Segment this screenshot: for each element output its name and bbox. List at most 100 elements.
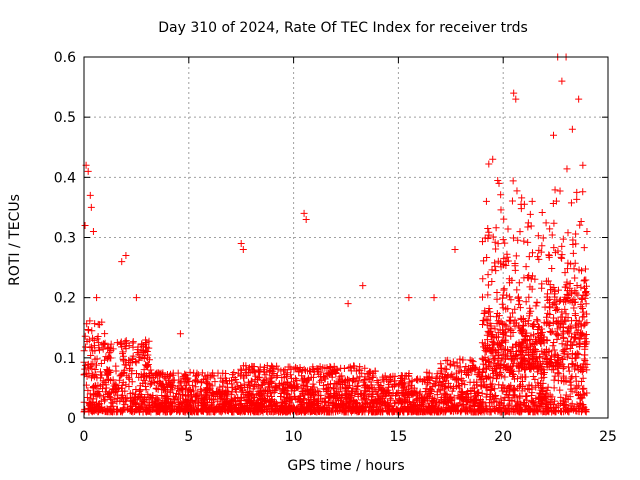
data-point xyxy=(576,331,584,339)
data-point xyxy=(93,294,101,302)
data-point xyxy=(404,390,412,398)
data-point xyxy=(566,284,574,292)
data-point xyxy=(527,391,535,399)
data-point xyxy=(577,283,585,291)
data-point xyxy=(129,352,137,360)
data-point xyxy=(568,125,576,133)
data-point xyxy=(410,398,418,406)
data-point xyxy=(577,322,585,330)
data-point xyxy=(504,345,512,353)
data-point xyxy=(481,357,489,364)
data-point xyxy=(112,387,120,395)
data-point xyxy=(324,408,332,416)
data-point xyxy=(579,305,587,313)
data-point xyxy=(493,320,501,328)
data-point xyxy=(102,384,110,392)
data-point xyxy=(507,347,515,355)
data-point xyxy=(120,366,128,374)
data-point xyxy=(522,403,530,411)
y-tick-label: 0 xyxy=(67,411,76,427)
data-point xyxy=(118,258,126,266)
data-point xyxy=(531,375,539,383)
data-point xyxy=(354,382,362,390)
data-point xyxy=(506,317,514,325)
data-point xyxy=(522,298,530,306)
data-point xyxy=(499,304,507,312)
data-point xyxy=(518,354,526,362)
data-point xyxy=(562,310,570,318)
data-point xyxy=(387,396,395,404)
data-point xyxy=(198,394,206,402)
data-point xyxy=(556,399,564,407)
data-point xyxy=(562,345,570,353)
data-point xyxy=(341,384,349,392)
data-point xyxy=(444,356,452,364)
data-point xyxy=(83,372,91,380)
data-point xyxy=(564,314,572,322)
data-point xyxy=(497,206,505,214)
data-point xyxy=(316,363,324,371)
data-point xyxy=(445,395,453,403)
data-point xyxy=(490,341,498,349)
data-point xyxy=(567,374,575,382)
data-point xyxy=(447,360,455,368)
data-point xyxy=(178,404,186,412)
data-point xyxy=(499,331,507,339)
data-point xyxy=(91,365,99,373)
data-point xyxy=(264,387,272,395)
data-point xyxy=(442,391,450,399)
x-tick-label: 5 xyxy=(184,429,193,445)
data-point xyxy=(516,408,524,416)
data-point xyxy=(583,389,591,397)
data-point xyxy=(550,339,558,347)
data-point xyxy=(232,388,240,396)
data-point xyxy=(546,225,554,233)
data-point xyxy=(191,393,199,401)
data-point xyxy=(258,390,266,398)
data-point xyxy=(577,217,585,225)
data-point xyxy=(222,370,230,378)
data-point xyxy=(499,294,507,302)
data-point xyxy=(581,340,589,348)
data-point xyxy=(488,266,496,274)
data-point xyxy=(333,403,341,411)
data-point xyxy=(369,398,377,406)
data-point xyxy=(489,155,497,163)
data-point xyxy=(446,405,454,413)
data-point xyxy=(154,371,162,379)
data-point xyxy=(296,403,304,411)
data-point xyxy=(170,376,178,384)
data-point xyxy=(300,365,308,373)
data-point xyxy=(440,398,448,406)
data-point xyxy=(581,335,589,343)
data-point xyxy=(500,384,508,392)
data-point xyxy=(321,394,329,402)
data-point xyxy=(121,400,129,408)
data-point xyxy=(537,399,545,407)
data-point xyxy=(202,375,210,383)
data-point xyxy=(567,381,575,389)
data-point xyxy=(467,396,475,404)
data-point xyxy=(286,406,294,414)
data-point xyxy=(527,222,535,230)
data-point xyxy=(394,389,402,397)
data-point xyxy=(91,355,99,363)
data-point xyxy=(335,375,343,383)
data-point xyxy=(276,385,284,393)
data-point xyxy=(545,251,553,259)
data-point xyxy=(159,398,167,406)
data-point xyxy=(485,358,493,366)
data-point xyxy=(361,382,369,390)
data-point xyxy=(440,382,448,390)
data-point xyxy=(438,393,446,401)
data-point xyxy=(578,295,586,303)
data-point xyxy=(462,397,470,405)
data-point xyxy=(301,367,309,375)
data-point xyxy=(269,407,277,415)
data-point xyxy=(237,395,245,403)
data-point xyxy=(142,404,150,412)
data-point xyxy=(264,380,272,388)
data-point xyxy=(560,398,568,406)
data-point xyxy=(240,405,248,413)
data-point xyxy=(582,282,590,290)
